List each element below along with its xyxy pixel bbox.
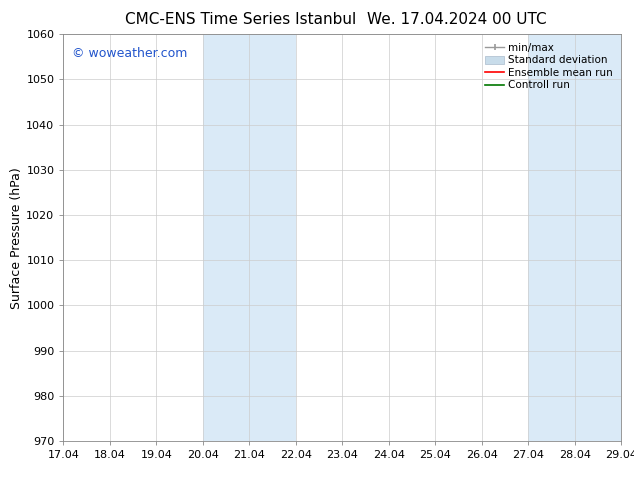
Legend: min/max, Standard deviation, Ensemble mean run, Controll run: min/max, Standard deviation, Ensemble me… xyxy=(482,40,616,94)
Text: We. 17.04.2024 00 UTC: We. 17.04.2024 00 UTC xyxy=(366,12,547,27)
Y-axis label: Surface Pressure (hPa): Surface Pressure (hPa) xyxy=(11,167,23,309)
Bar xyxy=(528,34,621,441)
Text: CMC-ENS Time Series Istanbul: CMC-ENS Time Series Istanbul xyxy=(126,12,356,27)
Text: © woweather.com: © woweather.com xyxy=(72,47,187,59)
Bar xyxy=(203,34,296,441)
